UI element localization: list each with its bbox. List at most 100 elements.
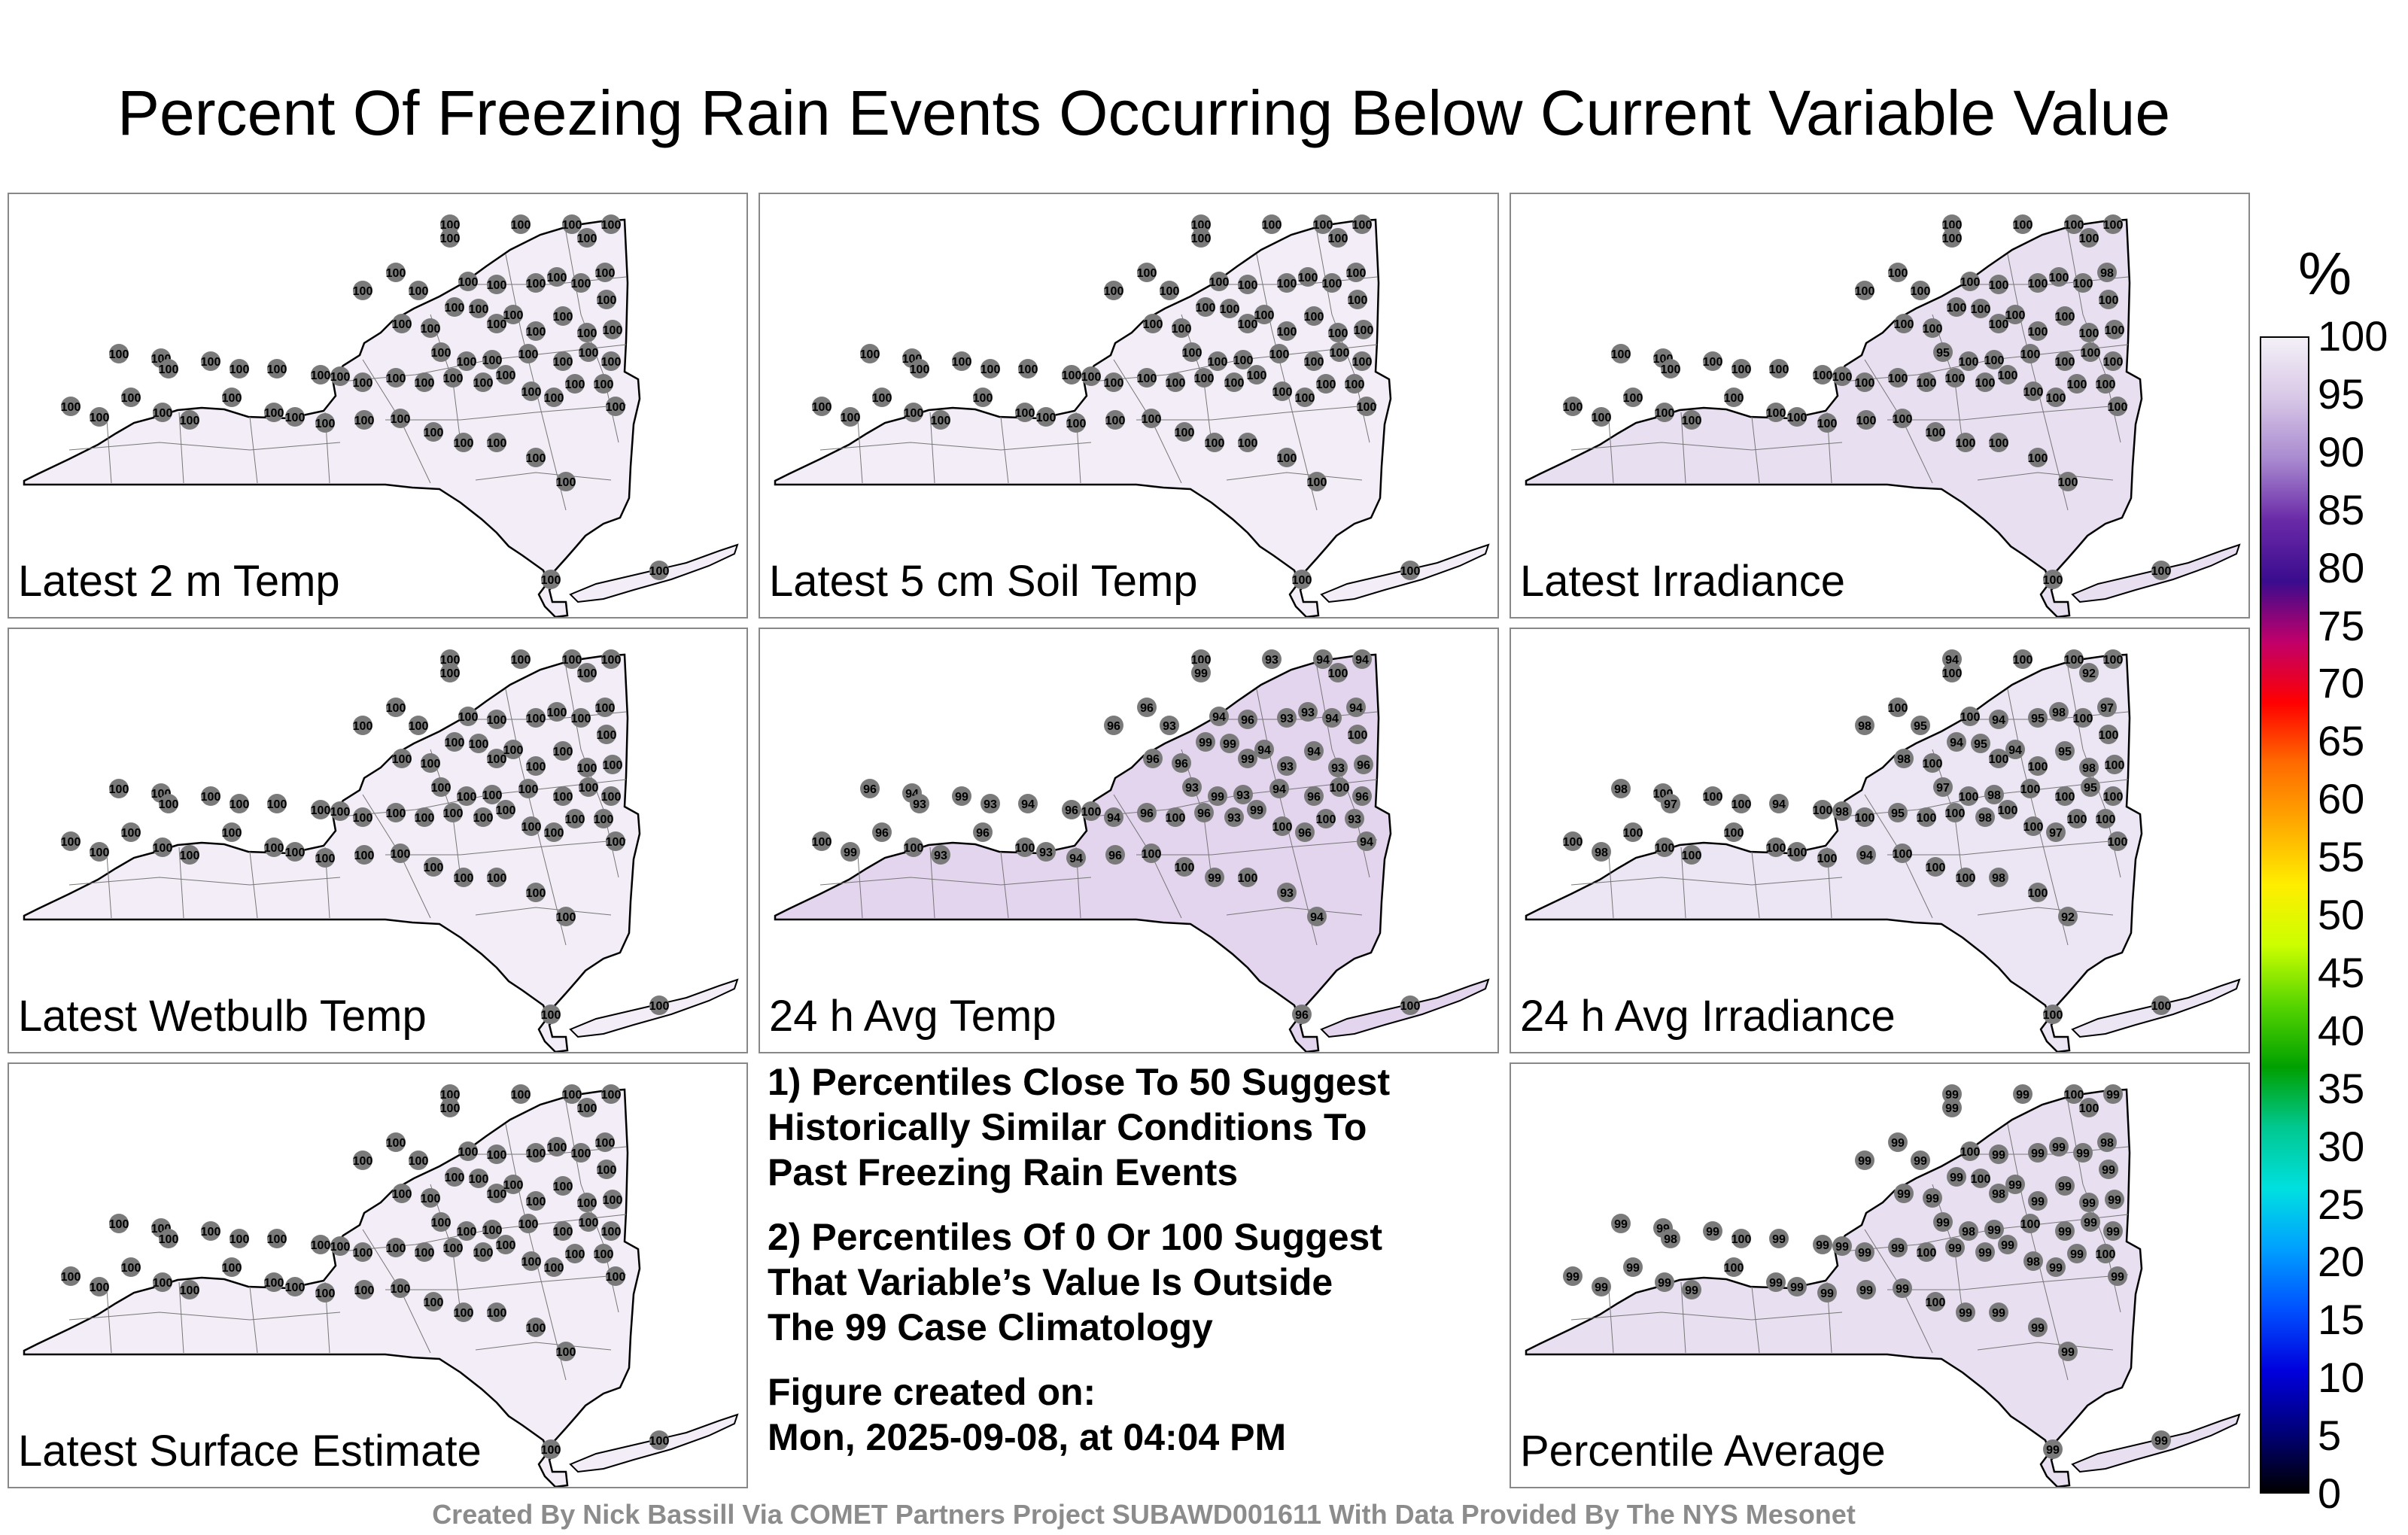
station-marker: 100 [2043,1005,2063,1024]
station-value: 99 [1926,1193,1939,1205]
station-dot [1238,433,1257,452]
station-dot [1959,786,1978,806]
station-marker: 100 [440,1084,460,1104]
station-dot [1316,809,1336,828]
station-marker: 100 [597,725,616,744]
station-value: 100 [511,219,531,232]
station-marker: 100 [812,397,832,416]
colorbar-tick-label: 70 [2318,659,2365,707]
station-marker: 97 [2097,698,2117,717]
station-marker: 100 [518,1214,538,1233]
station-value: 100 [1205,437,1225,450]
station-dot [553,306,573,326]
figure-created: Figure created on: Mon, 2025-09-08, at 0… [768,1369,1490,1460]
station-value: 100 [1272,386,1293,399]
station-value: 100 [1175,427,1195,439]
station-dot [1191,228,1211,248]
station-dot [440,663,460,682]
station-value: 100 [952,356,972,369]
station-marker: 100 [482,350,502,369]
station-marker: 100 [1081,801,1101,821]
station-value: 100 [421,323,441,336]
station-value: 100 [222,392,242,405]
station-marker: 100 [353,1242,372,1262]
station-marker: 100 [526,883,546,902]
station-dot [2043,1005,2063,1024]
station-dot [2058,472,2078,491]
station-marker: 100 [544,388,564,407]
station-value: 100 [547,707,567,719]
station-marker: 100 [503,305,523,324]
station-dot [473,1242,493,1262]
station-value: 100 [1233,354,1254,367]
station-dot [812,831,832,851]
county-boundary [106,1289,112,1354]
station-marker: 100 [2055,786,2075,806]
station-dot [487,710,506,729]
station-marker: 100 [1945,368,1965,388]
station-dot [571,273,591,293]
map-panel: 100 100 100 100 100 100 100 100 100 100 100 100 100 1… [8,1062,748,1488]
station-marker: 100 [201,1221,220,1241]
station-marker: 96 [872,822,892,842]
station-marker: 100 [812,831,832,851]
station-value: 100 [353,720,373,733]
station-marker: 95 [1911,716,1930,735]
county-boundary [1834,344,2129,383]
station-marker: 100 [392,1184,412,1203]
station-marker: 100 [577,758,597,777]
station-dot [445,1167,464,1187]
station-dot [1703,1221,1722,1241]
station-value: 98 [1992,1188,2005,1201]
station-value: 99 [1859,1284,1873,1297]
station-marker: 99 [1894,1184,1914,1203]
station-dot [553,1221,573,1241]
station-marker: 94 [1322,708,1342,728]
station-dot [330,366,350,386]
station-value: 100 [1346,267,1367,280]
station-dot [153,1272,172,1292]
station-dot [121,388,141,407]
station-dot [353,1242,372,1262]
station-dot [354,845,374,865]
station-dot [1346,263,1366,282]
station-value: 100 [1081,371,1102,384]
station-value: 100 [1298,272,1318,284]
station-dot [1984,1220,2004,1239]
station-value: 100 [457,1226,477,1239]
station-marker: 99 [2079,1193,2099,1212]
station-marker: 100 [315,848,335,868]
station-dot [594,809,613,828]
station-marker: 94 [1209,707,1229,726]
station-dot [1682,845,1701,865]
county-boundary [929,847,935,919]
station-value: 100 [904,407,924,420]
station-value: 100 [603,759,623,772]
station-value: 100 [553,311,573,324]
station-value: 100 [1888,372,1908,385]
station-marker: 100 [386,803,406,822]
station-value: 100 [511,1089,531,1102]
station-value: 100 [521,386,542,399]
station-value: 94 [1307,746,1321,758]
colorbar-tick-label: 10 [2318,1354,2365,1402]
station-dot [2005,740,2025,759]
station-dot [230,794,249,813]
station-marker: 100 [1330,342,1349,362]
station-marker: 93 [1277,708,1297,728]
station-value: 100 [1787,847,1808,859]
station-dot [1926,422,1945,442]
station-value: 100 [597,294,617,307]
station-dot [565,374,585,394]
station-marker: 100 [2103,351,2123,371]
station-marker: 100 [1926,422,1945,442]
station-value: 99 [1595,1281,1608,1294]
station-value: 94 [1069,853,1083,865]
station-marker: 100 [354,410,374,430]
station-marker: 99 [2005,1175,2025,1194]
station-marker: 95 [1933,342,1953,362]
station-dot [159,1229,178,1248]
station-value: 100 [159,798,179,811]
station-marker: 100 [180,845,199,865]
